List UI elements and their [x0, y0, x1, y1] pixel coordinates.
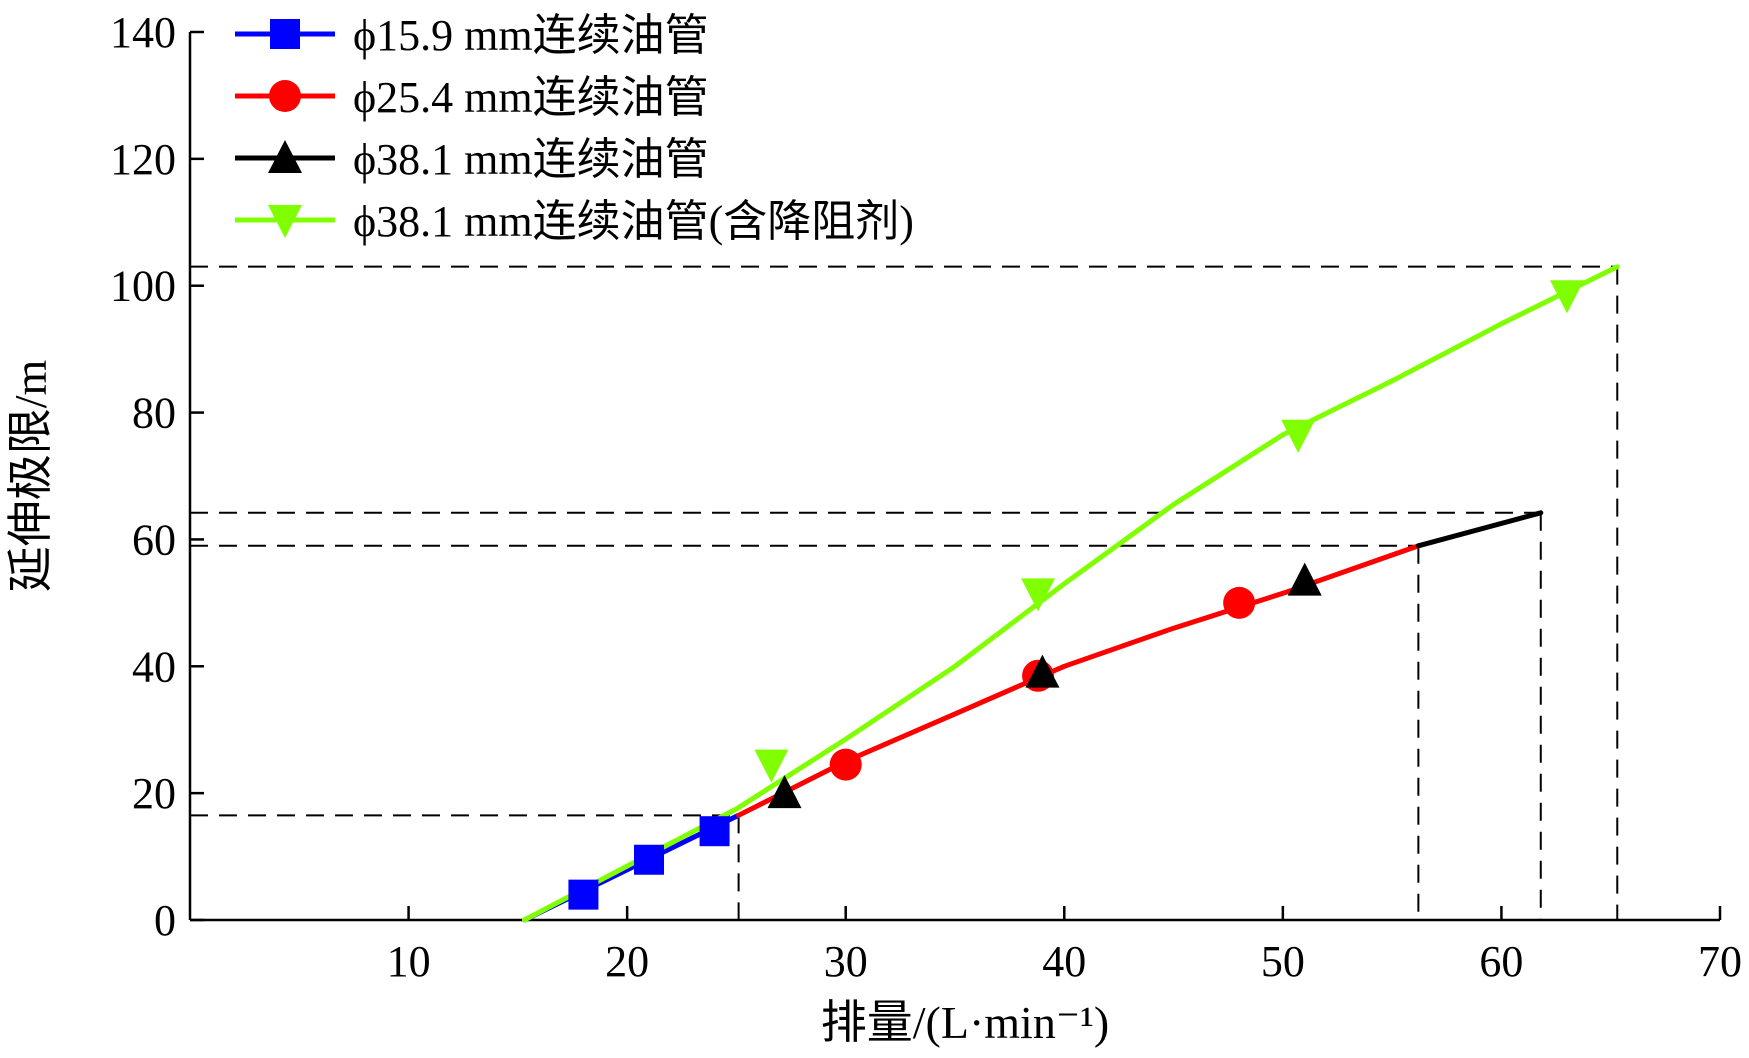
data-point-series-2 [829, 748, 862, 781]
reference-lines [190, 265, 1619, 920]
x-tick-label: 20 [605, 937, 649, 986]
legend-marker-4 [268, 205, 302, 238]
data-point-series-4 [754, 749, 789, 783]
x-tick-label: 30 [824, 937, 868, 986]
series [521, 264, 1620, 923]
y-axis-title: 延伸极限/m [5, 360, 56, 593]
series-line-3 [1415, 510, 1544, 549]
y-tick-label: 60 [132, 515, 176, 564]
series-line-4 [521, 264, 1620, 923]
data-point-series-4 [1281, 419, 1316, 453]
x-tick-label: 70 [1698, 937, 1742, 986]
y-tick-label: 40 [132, 642, 176, 691]
legend-marker-3 [268, 140, 302, 173]
legend-label-3: ϕ38.1 mm连续油管 [353, 135, 709, 184]
y-tick-label: 80 [132, 389, 176, 438]
markers [568, 280, 1584, 910]
y-tick-label: 120 [110, 135, 176, 184]
data-point-series-1 [699, 816, 730, 847]
data-point-series-1 [568, 879, 599, 910]
legend-marker-2 [269, 80, 301, 112]
ticks: 0 20 40 60 80 100 120 140 10 20 30 40 50 60 70 [110, 8, 1742, 986]
data-point-series-1 [634, 844, 664, 875]
data-point-series-4 [1021, 578, 1056, 612]
data-point-series-3 [1287, 562, 1322, 596]
legend-marker-1 [270, 19, 300, 49]
x-axis-title: 排量/(L·min⁻¹) [821, 997, 1109, 1048]
y-tick-label: 140 [110, 8, 176, 57]
data-point-series-3 [767, 775, 802, 809]
y-tick-label: 20 [132, 769, 176, 818]
y-tick-label: 100 [110, 262, 176, 311]
x-tick-label: 10 [387, 937, 431, 986]
x-tick-label: 60 [1479, 937, 1523, 986]
data-point-series-2 [1223, 586, 1256, 619]
data-point-series-3 [1025, 654, 1060, 688]
legend: ϕ15.9 mm连续油管 ϕ25.4 mm连续油管 ϕ38.1 mm连续油管 ϕ38.… [235, 11, 914, 246]
legend-label-4: ϕ38.1 mm连续油管(含降阻剂) [353, 197, 914, 246]
y-tick-label: 0 [154, 896, 176, 945]
legend-label-1: ϕ15.9 mm连续油管 [353, 11, 709, 60]
legend-label-2: ϕ25.4 mm连续油管 [353, 73, 709, 122]
axes [188, 32, 1720, 922]
data-point-series-4 [1550, 280, 1584, 314]
x-tick-label: 50 [1261, 937, 1305, 986]
x-tick-label: 40 [1042, 937, 1086, 986]
